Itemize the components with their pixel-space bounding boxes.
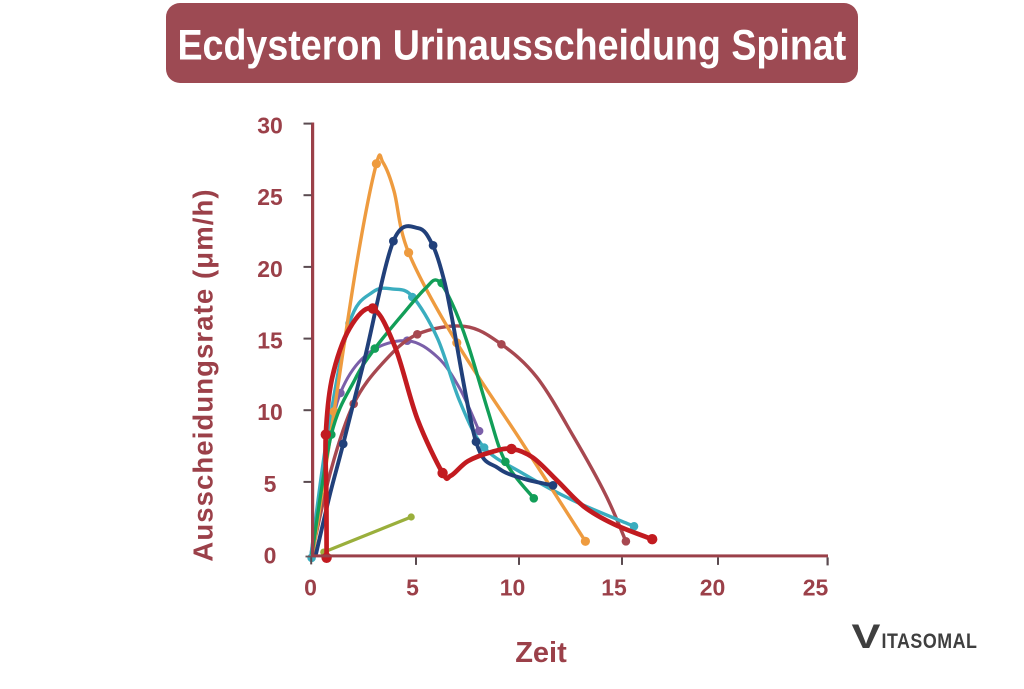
svg-text:25: 25 (257, 184, 283, 210)
svg-text:0: 0 (304, 574, 317, 600)
svg-text:15: 15 (601, 574, 627, 600)
svg-text:ITASOMAL: ITASOMAL (882, 630, 978, 654)
svg-text:15: 15 (257, 328, 283, 354)
svg-text:5: 5 (406, 574, 419, 600)
svg-text:20: 20 (257, 256, 283, 282)
svg-text:Ausscheidungsrate (μm/h): Ausscheidungsrate (μm/h) (188, 188, 219, 561)
svg-text:V: V (852, 617, 881, 656)
svg-text:20: 20 (700, 574, 726, 600)
svg-text:5: 5 (264, 471, 277, 497)
svg-text:25: 25 (803, 574, 829, 600)
svg-text:0: 0 (264, 543, 277, 569)
svg-text:10: 10 (500, 574, 526, 600)
svg-text:Zeit: Zeit (515, 637, 567, 669)
svg-text:30: 30 (257, 113, 283, 139)
svg-text:10: 10 (257, 399, 283, 425)
